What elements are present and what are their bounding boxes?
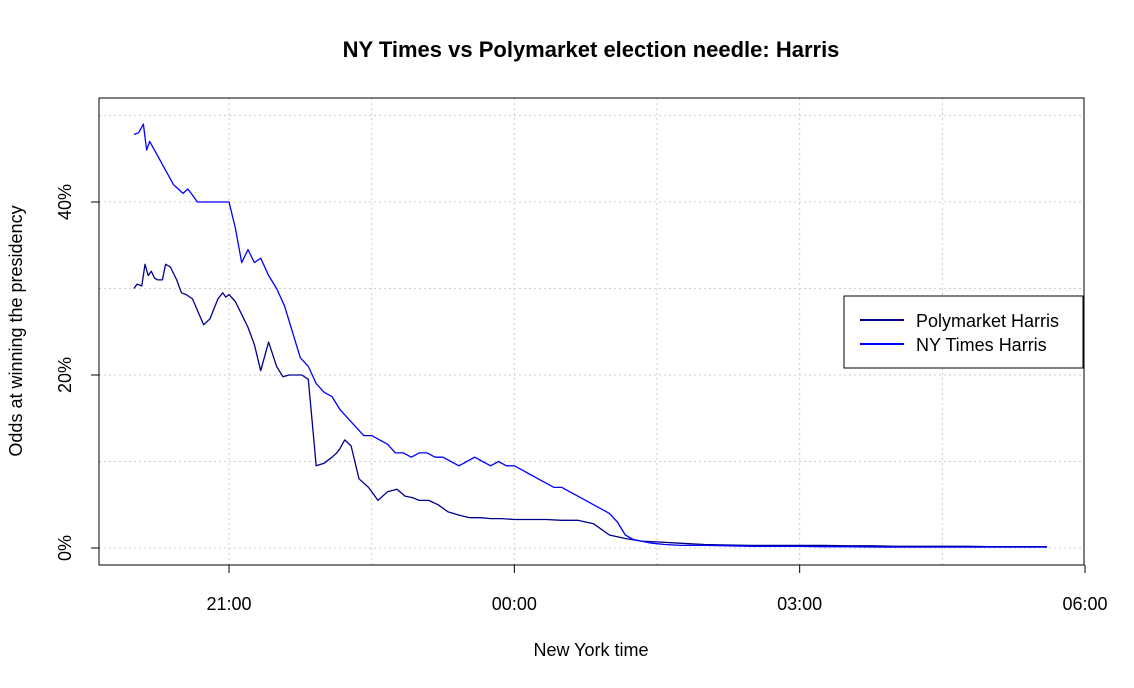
grid-lines [99, 98, 1084, 565]
x-axis-label: New York time [533, 640, 648, 660]
x-tick-label: 21:00 [206, 594, 251, 614]
legend-label-polymarket: Polymarket Harris [916, 311, 1059, 331]
x-tick-label: 06:00 [1062, 594, 1107, 614]
legend-box [843, 295, 1084, 369]
x-axis: 21:00 00:00 03:00 06:00 [206, 565, 1108, 614]
y-tick-label: 40% [55, 184, 75, 220]
y-tick-label: 0% [55, 535, 75, 561]
legend-label-nytimes: NY Times Harris [916, 335, 1047, 355]
y-axis: 0% 20% 40% [55, 184, 99, 561]
plot-frame [98, 97, 1085, 566]
x-tick-label: 03:00 [777, 594, 822, 614]
nytimes-harris-line [133, 123, 1047, 548]
polymarket-harris-line [133, 263, 1047, 548]
chart-title: NY Times vs Polymarket election needle: … [343, 37, 840, 62]
x-tick-label: 00:00 [492, 594, 537, 614]
y-tick-label: 20% [55, 357, 75, 393]
y-axis-label: Odds at winning the presidency [6, 205, 26, 456]
series-lines [133, 123, 1047, 548]
legend: Polymarket Harris NY Times Harris [843, 295, 1084, 369]
